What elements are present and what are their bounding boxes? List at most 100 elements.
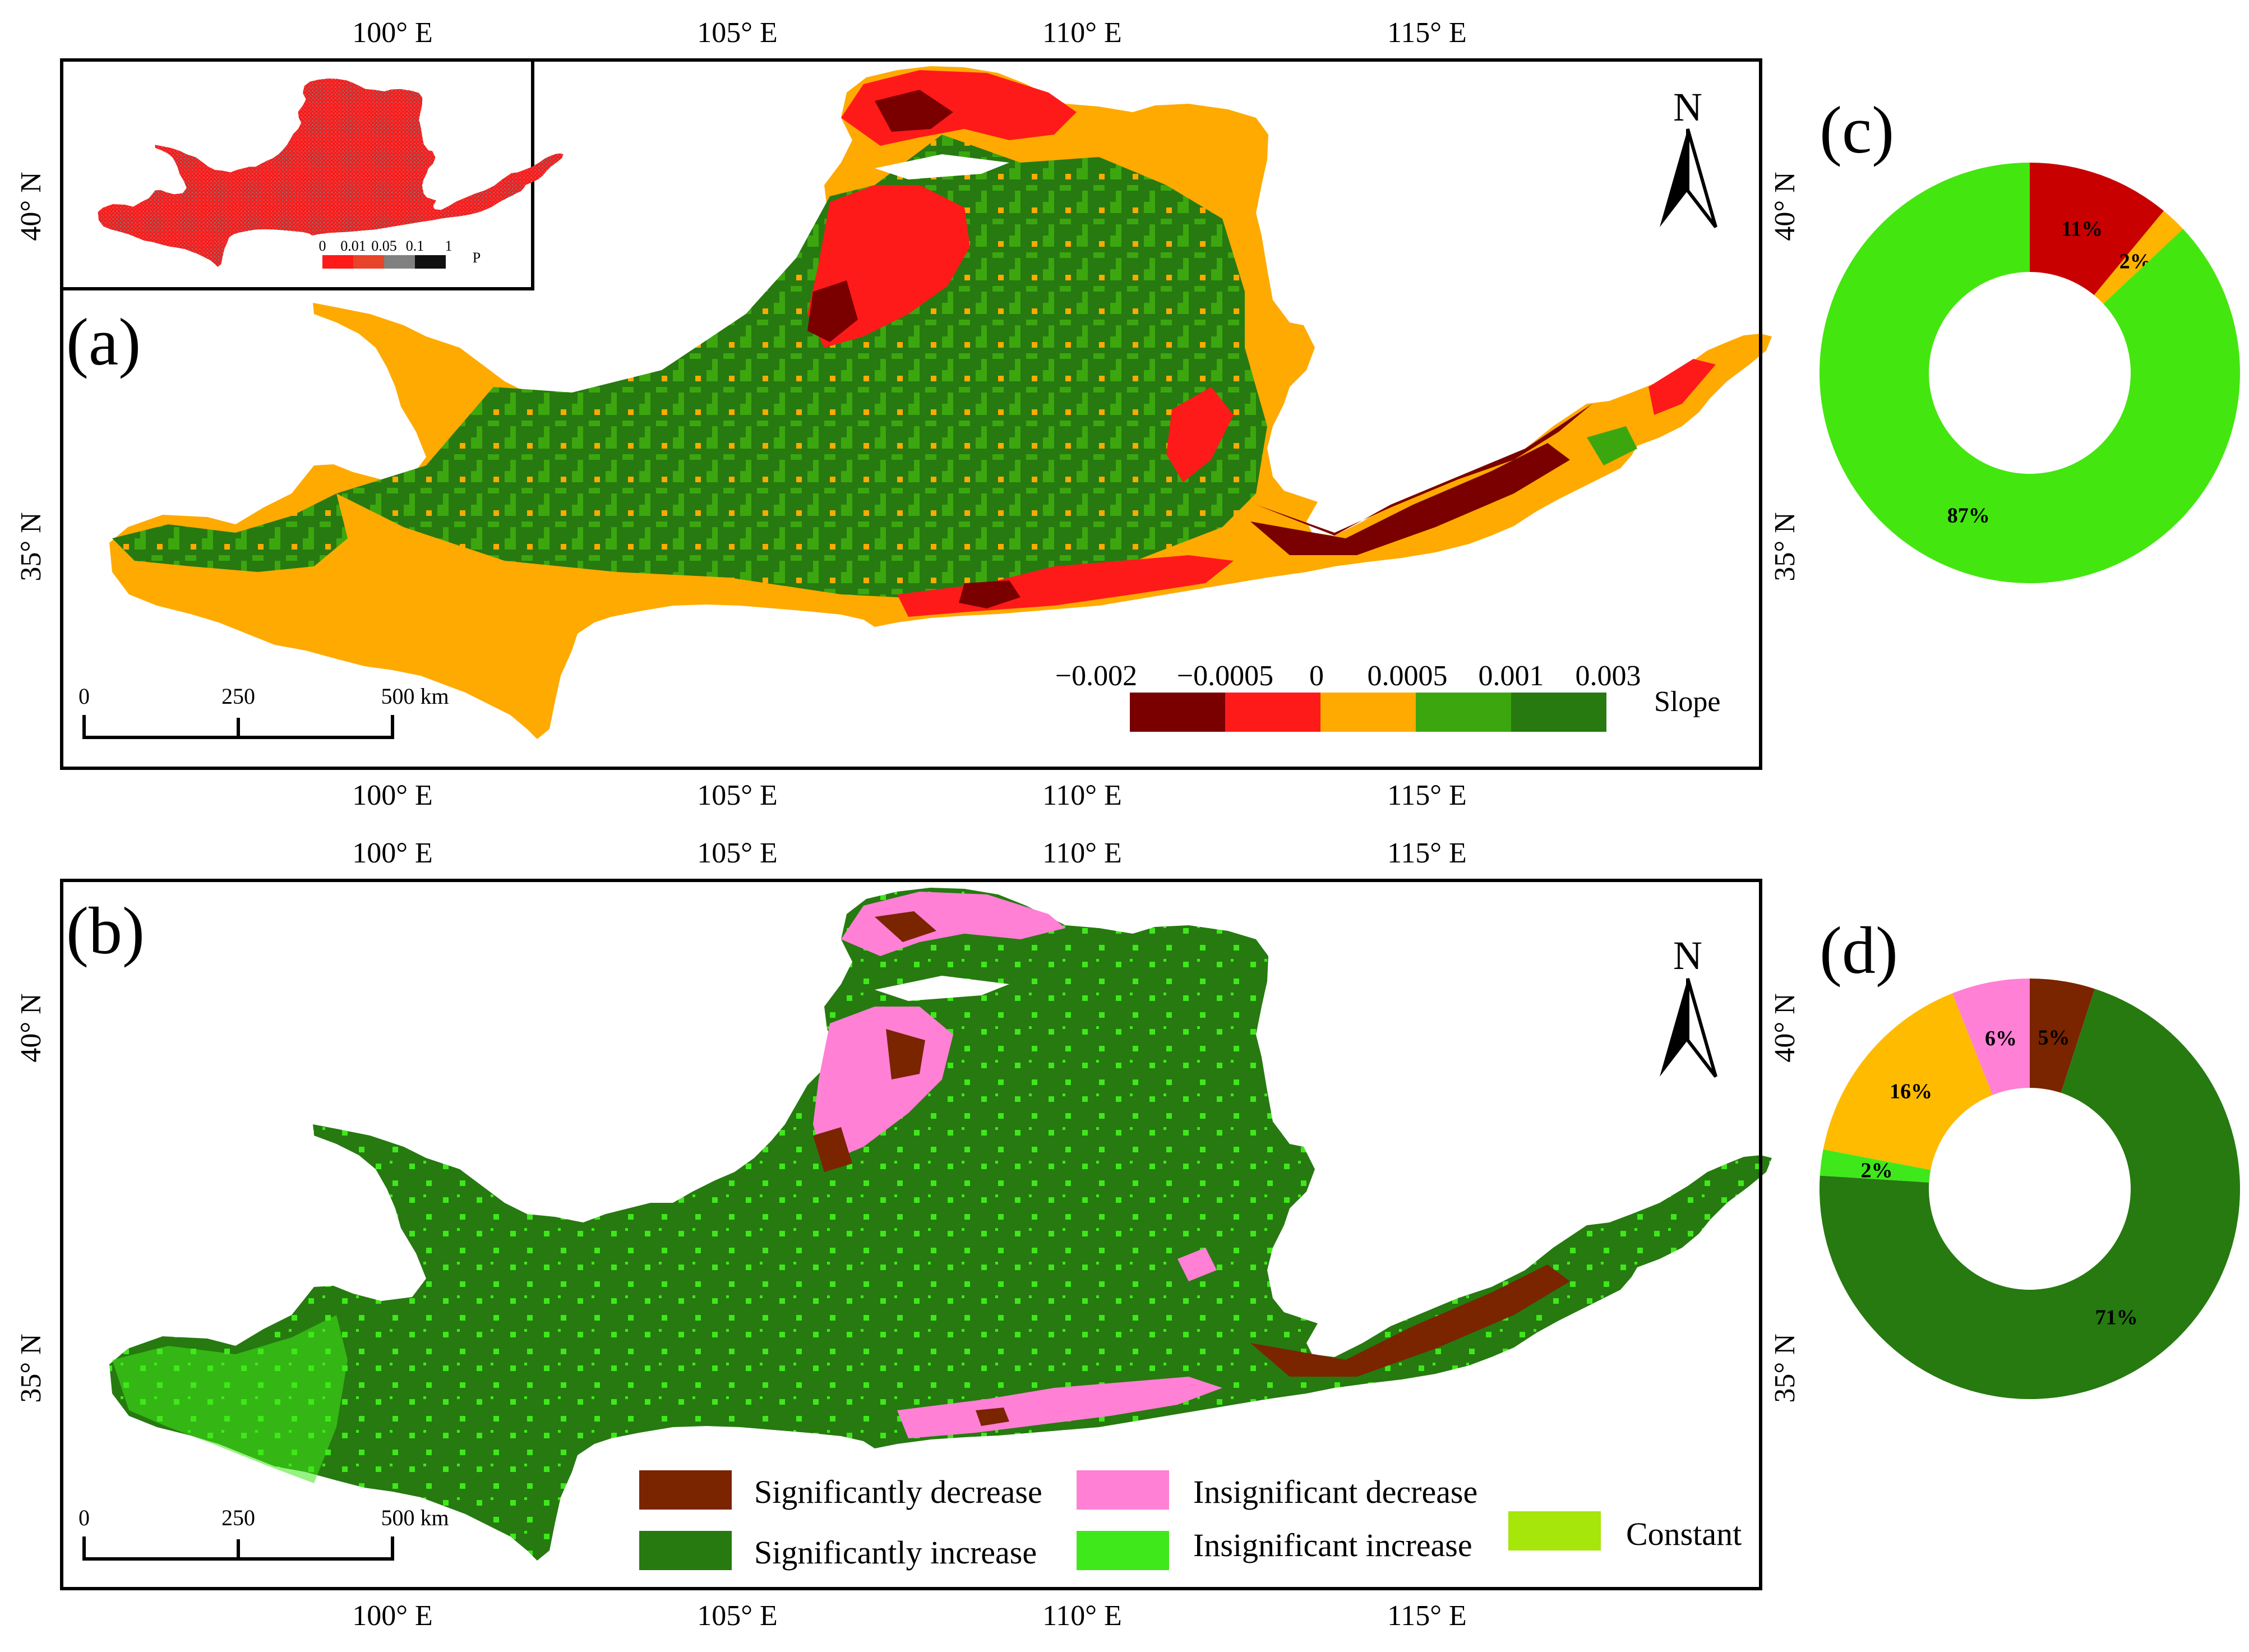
lon-top-a-1: 105° E <box>697 17 778 49</box>
lon-bottom-b-2: 110° E <box>1042 1600 1122 1632</box>
axis-labels-b: 100° E 105° E 110° E 115° E 100° E 105° … <box>15 837 1801 1632</box>
north-letter-b: N <box>1673 933 1702 978</box>
slope-swatch-1 <box>1225 693 1320 732</box>
donut-slice <box>1823 993 1993 1170</box>
scale-label-1-b: 250 <box>221 1505 255 1530</box>
frame-a <box>60 58 1762 770</box>
desert-gap-b <box>875 976 1009 1001</box>
lon-bottom-a-1: 105° E <box>697 779 778 811</box>
slope-tick-3: 0.0005 <box>1368 660 1448 692</box>
donut-slice <box>2094 211 2183 304</box>
pink-south-b <box>897 1377 1222 1438</box>
green-west-b <box>112 1315 348 1483</box>
legend-label-sig-increase: Significantly increase <box>754 1534 1037 1571</box>
legend-swatch-sig-decrease <box>639 1470 732 1510</box>
brown-south-b <box>976 1408 1009 1426</box>
slope-swatch-2 <box>1320 693 1416 732</box>
scale-label-0-b: 0 <box>78 1505 90 1530</box>
donut-slice-label: 6% <box>1985 1027 2017 1050</box>
donut-slice-label: 71% <box>2095 1305 2138 1329</box>
lon-top-a-2: 110° E <box>1042 17 1122 49</box>
pink-fenwei-b <box>1177 1248 1217 1281</box>
red-fenwei-a <box>1166 387 1234 482</box>
scale-bar-a: 0 250 500 km <box>78 684 449 739</box>
slope-title: Slope <box>1654 686 1720 718</box>
panel-label-a: (a) <box>66 304 141 379</box>
donut-slice <box>1819 163 2240 583</box>
lon-bottom-a-3: 115° E <box>1387 779 1467 811</box>
brown-ordos2-b <box>813 1127 852 1172</box>
lon-top-b-3: 115° E <box>1387 837 1467 869</box>
donut-slice-label: 11% <box>2061 217 2103 241</box>
slope-tick-1: −0.0005 <box>1177 660 1273 692</box>
inset-label-3: 0.1 <box>406 238 424 254</box>
slope-tick-2: 0 <box>1309 660 1324 692</box>
axis-labels-a: 100° E 105° E 110° E 115° E 100° E 105° … <box>15 17 1801 811</box>
legend-swatch-insig-decrease <box>1077 1470 1169 1510</box>
legend-swatch-constant <box>1508 1511 1601 1551</box>
scale-bar-b: 0 250 500 km <box>78 1505 449 1561</box>
slope-legend: −0.002 −0.0005 0 0.0005 0.001 0.003 Slop… <box>1055 660 1720 732</box>
brown-ordos-b <box>886 1029 925 1079</box>
trend-legend: Significantly decrease Significantly inc… <box>625 1466 1742 1571</box>
panel-label-d: (d) <box>1819 913 1898 987</box>
north-arrow-a: N <box>1660 85 1717 228</box>
donut-slice-label: 87% <box>1947 504 1990 527</box>
panel-a: 0 0.01 0.05 0.1 1 P (a) N 0 250 500 km <box>15 17 1801 811</box>
brown-east-b <box>1250 1265 1570 1377</box>
lat-right-a-1: 40° N <box>1769 172 1801 241</box>
inset-label-0: 0 <box>319 238 326 254</box>
north-arrow-b: N <box>1660 933 1717 1078</box>
slope-swatch-0 <box>1130 693 1225 732</box>
inset-swatch-2 <box>384 255 415 269</box>
panel-label-c: (c) <box>1819 93 1894 167</box>
inset-label-4: 1 <box>445 238 452 254</box>
lon-top-b-0: 100° E <box>352 837 433 869</box>
red-delta-a <box>1648 359 1716 415</box>
donut-slice-label: 5% <box>2038 1026 2070 1049</box>
frame-b <box>60 879 1762 1590</box>
donut-chart-c: 11%2%87% <box>1819 163 2240 583</box>
panel-label-b: (b) <box>66 893 145 968</box>
panel-b: (b) N 0 250 500 km Significantly decreas… <box>15 837 1801 1632</box>
lon-bottom-a-2: 110° E <box>1042 779 1122 811</box>
lat-left-b-1: 40° N <box>15 993 47 1062</box>
inset-p-map: 0 0.01 0.05 0.1 1 P <box>60 58 564 290</box>
donut-chart-d: 5% 71% 2% 16% 6% <box>1819 979 2240 1399</box>
donut-slice <box>1819 989 2240 1399</box>
legend-swatch-insig-increase <box>1077 1531 1169 1570</box>
slope-tick-0: −0.002 <box>1055 660 1137 692</box>
donut-slice <box>2030 979 2095 1093</box>
donut-slice <box>2030 163 2164 296</box>
legend-label-constant: Constant <box>1626 1516 1742 1552</box>
darkred-north-a <box>875 90 953 132</box>
slope-swatch-3 <box>1416 693 1511 732</box>
darkred-ordos-a <box>807 280 858 342</box>
green-west-a <box>112 493 348 572</box>
donut-slice-label: 16% <box>1890 1080 1932 1104</box>
inset-swatch-0 <box>322 255 353 269</box>
slope-tick-5: 0.003 <box>1576 660 1641 692</box>
lon-bottom-b-0: 100° E <box>352 1600 433 1632</box>
north-letter-a: N <box>1673 85 1702 130</box>
darkred-lower-a <box>1250 443 1570 555</box>
green-area-a <box>336 135 1267 600</box>
inset-swatch-1 <box>353 255 384 269</box>
donut-slice-label: 2% <box>1861 1159 1893 1183</box>
inset-label-2: 0.05 <box>371 238 397 254</box>
lon-bottom-b-3: 115° E <box>1387 1600 1467 1632</box>
inset-title: P <box>473 250 481 266</box>
donut-slice <box>1819 1149 1931 1183</box>
lat-left-a-0: 35° N <box>15 512 47 581</box>
scale-label-2-b: 500 km <box>381 1505 449 1530</box>
green-delta-a <box>1587 426 1637 465</box>
lat-right-a-0: 35° N <box>1769 512 1801 581</box>
donut-slice <box>1952 979 2030 1095</box>
slope-swatch-4 <box>1511 693 1606 732</box>
pink-north-b <box>841 892 1065 956</box>
desert-gap-a <box>875 154 1009 179</box>
lon-bottom-b-1: 105° E <box>697 1600 778 1632</box>
scale-label-2-a: 500 km <box>381 684 449 709</box>
legend-label-insig-increase: Insignificant increase <box>1193 1527 1472 1563</box>
slope-tick-4: 0.001 <box>1479 660 1544 692</box>
